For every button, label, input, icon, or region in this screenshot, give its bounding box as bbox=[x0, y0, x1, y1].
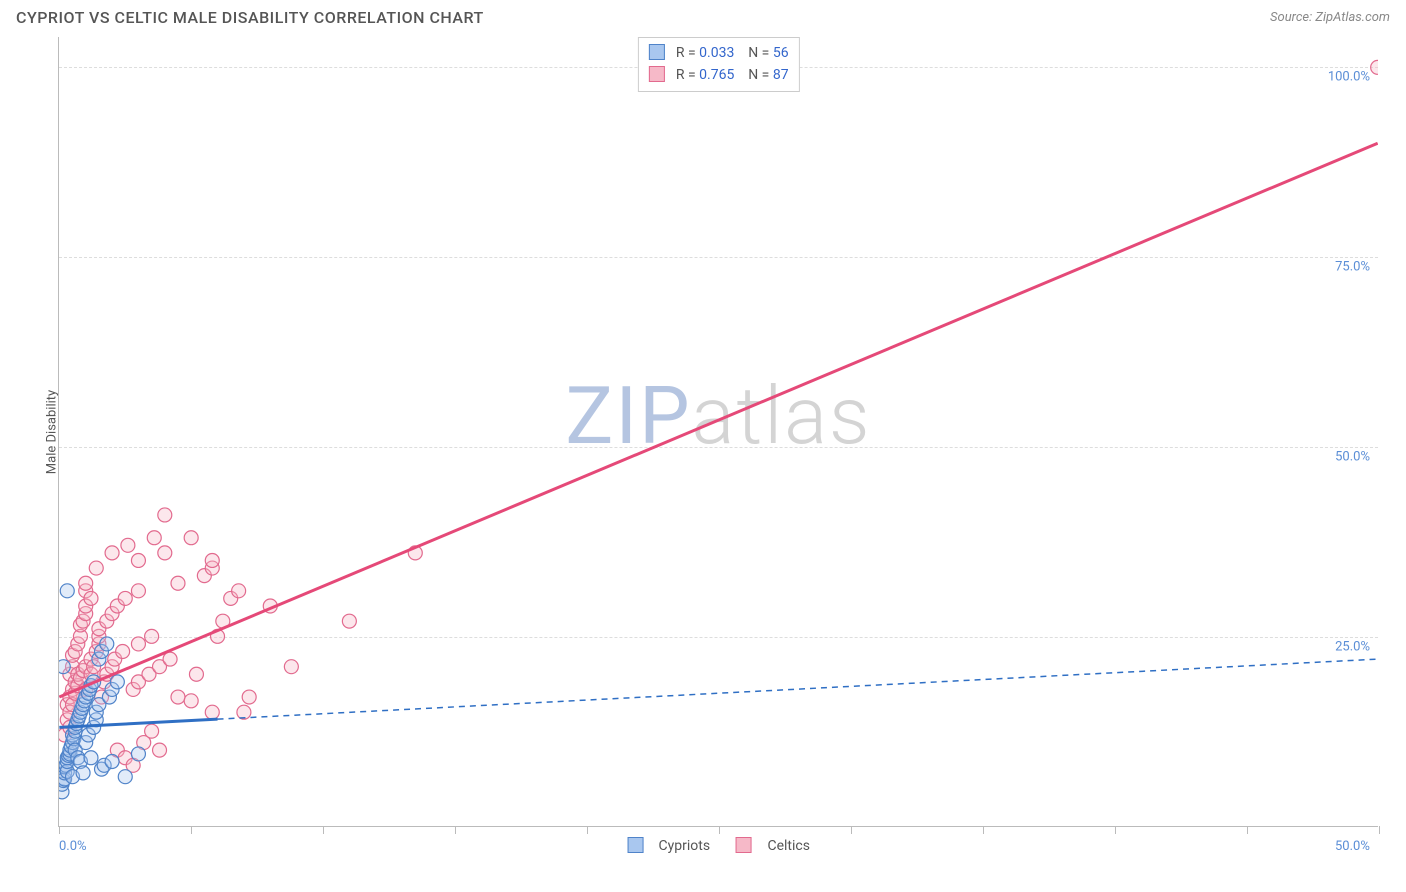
scatter-point bbox=[121, 538, 135, 552]
scatter-point bbox=[171, 576, 185, 590]
scatter-point bbox=[118, 770, 132, 784]
scatter-point bbox=[184, 694, 198, 708]
swatch-cypriots bbox=[627, 837, 643, 853]
scatter-point bbox=[131, 553, 145, 567]
scatter-point bbox=[118, 591, 132, 605]
xtick bbox=[719, 826, 720, 834]
scatter-point bbox=[1371, 60, 1378, 74]
scatter-point bbox=[232, 584, 246, 598]
scatter-point bbox=[153, 743, 167, 757]
r-value-celtics: 0.765 bbox=[699, 67, 734, 83]
scatter-point bbox=[131, 584, 145, 598]
xtick bbox=[323, 826, 324, 834]
xtick bbox=[1115, 826, 1116, 834]
scatter-point bbox=[110, 675, 124, 689]
xtick-label: 50.0% bbox=[1335, 839, 1370, 854]
scatter-point bbox=[89, 561, 103, 575]
scatter-point bbox=[105, 546, 119, 560]
xtick bbox=[587, 826, 588, 834]
xtick bbox=[59, 826, 60, 834]
regression-line bbox=[59, 143, 1377, 697]
scatter-point bbox=[242, 690, 256, 704]
xtick-label: 0.0% bbox=[59, 839, 87, 854]
scatter-point bbox=[84, 751, 98, 765]
scatter-point bbox=[131, 637, 145, 651]
scatter-point bbox=[158, 546, 172, 560]
scatter-point bbox=[205, 553, 219, 567]
n-value-celtics: 87 bbox=[773, 67, 789, 83]
r-label: R = bbox=[676, 67, 696, 83]
scatter-point bbox=[116, 645, 130, 659]
bottom-legend: Cypriots Celtics bbox=[621, 837, 816, 854]
scatter-point bbox=[189, 667, 203, 681]
plot-svg bbox=[59, 37, 1378, 826]
scatter-point bbox=[84, 591, 98, 605]
xtick bbox=[983, 826, 984, 834]
regression-line bbox=[218, 659, 1378, 719]
scatter-point bbox=[76, 766, 90, 780]
n-label: N = bbox=[748, 67, 769, 83]
scatter-point bbox=[163, 652, 177, 666]
plot-area: R = 0.033 N = 56 R = 0.765 N = 87 ZIPatl… bbox=[58, 37, 1378, 827]
scatter-point bbox=[79, 576, 93, 590]
scatter-point bbox=[100, 637, 114, 651]
scatter-point bbox=[59, 660, 70, 674]
scatter-point bbox=[131, 747, 145, 761]
scatter-point bbox=[105, 755, 119, 769]
xtick bbox=[191, 826, 192, 834]
xtick bbox=[455, 826, 456, 834]
source-label: Source: ZipAtlas.com bbox=[1270, 10, 1390, 25]
n-label: N = bbox=[748, 45, 769, 61]
scatter-point bbox=[342, 614, 356, 628]
xtick bbox=[851, 826, 852, 834]
n-value-cypriots: 56 bbox=[773, 45, 789, 61]
scatter-point bbox=[284, 660, 298, 674]
xtick bbox=[1379, 826, 1380, 834]
legend-label-cypriots: Cypriots bbox=[659, 838, 711, 854]
xtick bbox=[1247, 826, 1248, 834]
swatch-celtics bbox=[648, 66, 664, 82]
swatch-cypriots bbox=[648, 44, 664, 60]
swatch-celtics bbox=[736, 837, 752, 853]
r-value-cypriots: 0.033 bbox=[699, 45, 734, 61]
scatter-point bbox=[147, 531, 161, 545]
scatter-point bbox=[145, 629, 159, 643]
scatter-point bbox=[184, 531, 198, 545]
scatter-point bbox=[171, 690, 185, 704]
stats-legend: R = 0.033 N = 56 R = 0.765 N = 87 bbox=[637, 37, 799, 92]
legend-label-celtics: Celtics bbox=[767, 838, 809, 854]
r-label: R = bbox=[676, 45, 696, 61]
stats-row-cypriots: R = 0.033 N = 56 bbox=[648, 42, 788, 64]
scatter-point bbox=[158, 508, 172, 522]
scatter-point bbox=[60, 584, 74, 598]
scatter-point bbox=[145, 724, 159, 738]
stats-row-celtics: R = 0.765 N = 87 bbox=[648, 64, 788, 86]
chart-title: CYPRIOT VS CELTIC MALE DISABILITY CORREL… bbox=[16, 8, 484, 27]
chart-container: Male Disability R = 0.033 N = 56 R = 0.7… bbox=[50, 37, 1390, 827]
scatter-point bbox=[205, 705, 219, 719]
